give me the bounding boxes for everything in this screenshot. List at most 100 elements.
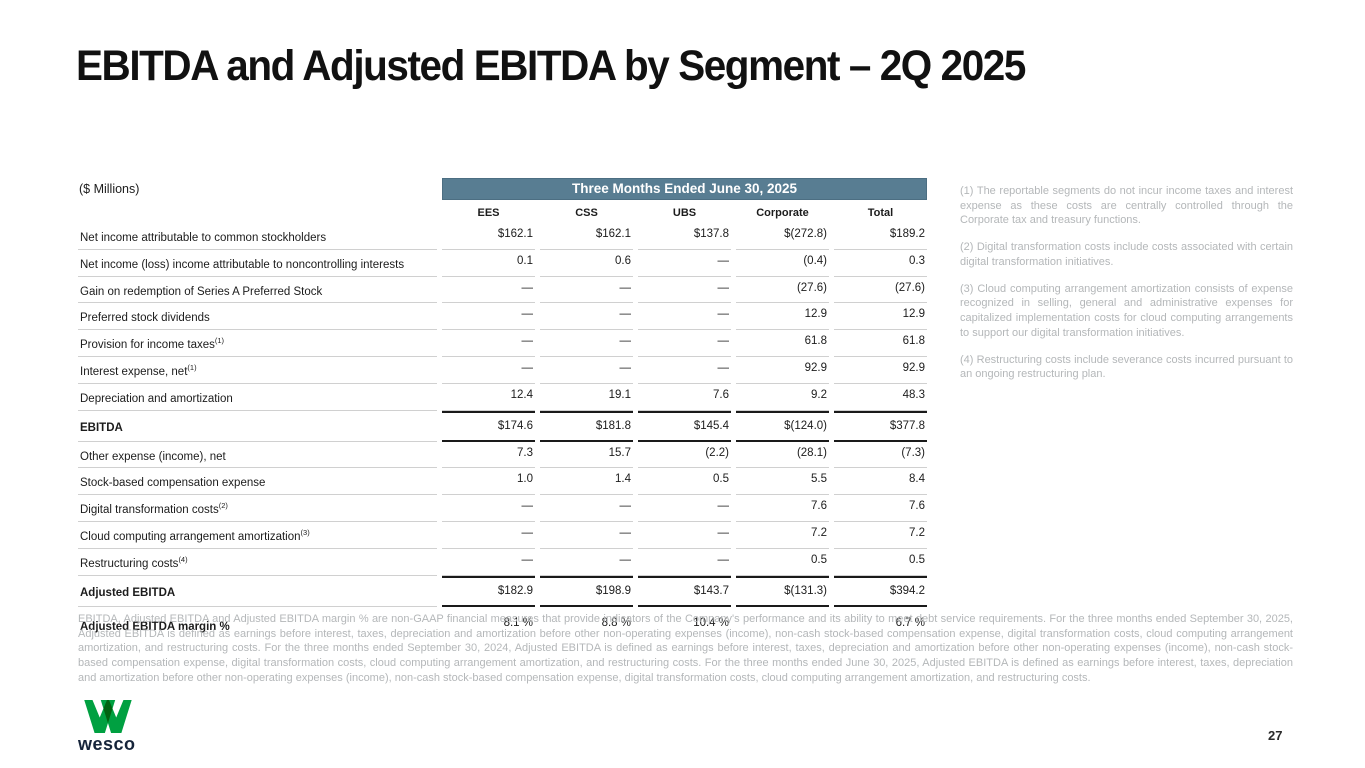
cell-value: — [638, 277, 731, 304]
row-label: Net income attributable to common stockh… [78, 223, 437, 250]
table-row: Other expense (income), net 7.3 15.7 (2.2)… [78, 442, 927, 469]
cell-value: 1.4 [540, 468, 633, 496]
table-row: Adjusted EBITDA $182.9 $198.9 $143.7 $(131.… [78, 575, 927, 607]
cell-value: 5.5 [736, 468, 829, 496]
cell-value: — [638, 303, 731, 331]
cell-value: 7.6 [638, 384, 731, 411]
cell-value: 6.7 % [895, 616, 925, 629]
segment-ebitda-table: ($ Millions) Three Months Ended June 30,… [78, 178, 927, 641]
cell-value: — [638, 495, 731, 523]
wesco-wordmark: wesco [78, 734, 136, 754]
page-number: 27 [1268, 728, 1283, 743]
cell-value: (0.4) [736, 250, 829, 277]
cell-value: 0.1 [442, 250, 535, 277]
table-row: Cloud computing arrangement amortization… [78, 522, 927, 549]
table-body: Net income attributable to common stockh… [78, 223, 927, 641]
row-label: Stock-based compensation expense [78, 468, 437, 496]
cell-value: — [442, 277, 535, 304]
column-header-spacer [78, 200, 437, 223]
cell-value: — [540, 522, 633, 549]
cell-value: 0.5 [638, 468, 731, 496]
row-label: Preferred stock dividends [78, 303, 437, 331]
cell-value: 7.6 [736, 495, 829, 523]
cell-value: (27.6) [736, 277, 829, 304]
table-row: Restructuring costs(4) — — —0.5 0.5 [78, 549, 927, 576]
cell-value: 12.4 [442, 384, 535, 411]
cell-value: — [442, 357, 535, 384]
footnote-marker: (4) [178, 554, 188, 564]
footnote-marker: (3) [300, 528, 310, 538]
column-header-corporate: Corporate [756, 207, 809, 219]
wesco-logo: wesco [78, 700, 148, 753]
cell-value: $181.8 [540, 410, 633, 442]
cell-value: — [442, 495, 535, 523]
row-label: Interest expense, net(1) [78, 357, 437, 384]
cell-value: 12.9 [736, 303, 829, 331]
cell-value: 8.8 % [601, 616, 631, 629]
footnote-marker: (2) [218, 501, 228, 511]
cell-value: 0.3 [834, 250, 927, 277]
row-label: Depreciation and amortization [78, 384, 437, 411]
row-label: Cloud computing arrangement amortization… [78, 522, 437, 549]
cell-value: — [638, 357, 731, 384]
table-row: Net income attributable to common stockh… [78, 223, 927, 250]
cell-value: 0.6 [540, 250, 633, 277]
cell-value: 7.2 [736, 522, 829, 549]
cell-value: 0.5 [834, 549, 927, 576]
cell-value: 7.6 [834, 495, 927, 523]
cell-value: 19.1 [540, 384, 633, 411]
cell-value: $394.2 [834, 575, 927, 607]
cell-value: — [540, 277, 633, 304]
cell-value: 8.1 % [503, 616, 533, 629]
cell-value: 10.4 % [693, 616, 729, 629]
cell-value: $174.6 [442, 410, 535, 442]
table-row: Adjusted EBITDA margin % 8.1 % 8.8 % 10.4 … [78, 607, 927, 642]
footnote-3: (3) Cloud computing arrangement amortiza… [960, 282, 1293, 339]
cell-value: 61.8 [736, 330, 829, 358]
cell-value: $198.9 [540, 575, 633, 607]
cell-value: 12.9 [834, 303, 927, 331]
row-label: Adjusted EBITDA margin % [80, 620, 230, 633]
cell-value: — [638, 250, 731, 277]
row-label: Adjusted EBITDA [78, 576, 437, 607]
cell-value: — [540, 303, 633, 331]
cell-value: $143.7 [638, 575, 731, 607]
cell-value: — [540, 357, 633, 384]
cell-value: — [638, 549, 731, 576]
table-banner-row: ($ Millions) Three Months Ended June 30,… [78, 178, 927, 200]
row-label: EBITDA [78, 411, 437, 442]
cell-value: 7.3 [442, 442, 535, 469]
cell-value: 7.2 [834, 522, 927, 549]
footnote-1: (1) The reportable segments do not incur… [960, 185, 1293, 227]
cell-value: — [540, 549, 633, 576]
non-gaap-disclaimer: EBITDA, Adjusted EBITDA and Adjusted EBI… [78, 613, 1293, 684]
column-header-row: EES CSS UBS Corporate Total [78, 200, 927, 223]
cell-value: (27.6) [834, 277, 927, 304]
footnote-marker: (1) [187, 363, 197, 373]
cell-value: (2.2) [638, 442, 731, 469]
row-label: Other expense (income), net [78, 442, 437, 469]
cell-value: $182.9 [442, 575, 535, 607]
table-row: Gain on redemption of Series A Preferred… [78, 277, 927, 304]
column-header-ees: EES [477, 207, 500, 219]
cell-value: $(124.0) [736, 410, 829, 442]
cell-value: $145.4 [638, 410, 731, 442]
cell-value: (28.1) [736, 442, 829, 469]
table-row: Interest expense, net(1) — — —92.9 92.9 [78, 357, 927, 384]
cell-value: $189.2 [834, 223, 927, 250]
wesco-w-icon [84, 700, 132, 733]
cell-value: — [442, 330, 535, 358]
cell-value: 9.2 [736, 384, 829, 411]
table-row: Provision for income taxes(1) — — —61.8 61.… [78, 330, 927, 358]
cell-value: $(272.8) [736, 223, 829, 250]
footnote-2: (2) Digital transformation costs include… [960, 241, 1293, 268]
table-row: EBITDA $174.6 $181.8 $145.4 $(124.0) $377.8 [78, 410, 927, 442]
page-title: EBITDA and Adjusted EBITDA by Segment – … [76, 42, 1026, 90]
table-row: Depreciation and amortization 12.4 19.1 7.… [78, 384, 927, 411]
cell-value: $162.1 [442, 223, 535, 250]
cell-value: 92.9 [736, 357, 829, 384]
cell-value: 15.7 [540, 442, 633, 469]
footnote-marker: (1) [214, 336, 225, 346]
cell-value: $377.8 [834, 410, 927, 442]
table-row: Net income (loss) income attributable to… [78, 250, 927, 277]
